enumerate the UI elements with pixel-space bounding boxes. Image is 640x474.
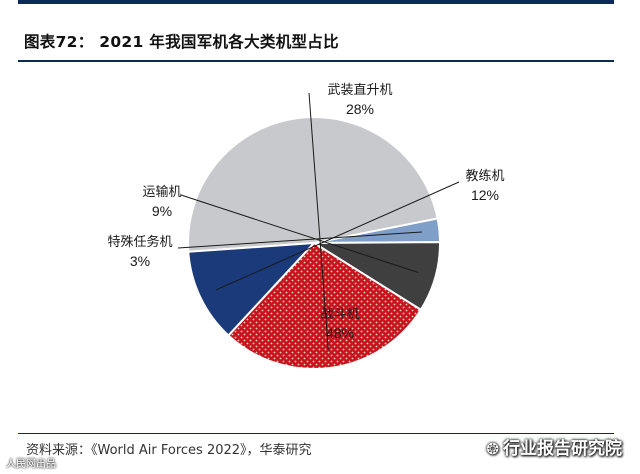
slice-label-2: 特殊任务机 <box>107 234 172 250</box>
slice-value-5: 12% <box>471 187 499 203</box>
top-rule <box>18 0 614 4</box>
watermark-text: 行业报告研究院 <box>503 439 622 459</box>
leader-line-4 <box>308 92 329 351</box>
slice-value-1: 48% <box>326 325 354 341</box>
watermark: ❂ 行业报告研究院 <box>486 434 622 459</box>
slice-value-3: 9% <box>152 203 172 219</box>
title-rule <box>18 60 614 62</box>
leader-line-3 <box>180 194 419 273</box>
slice-label-4: 武装直升机 <box>327 83 392 98</box>
corner-mark: 人民网出品 <box>6 459 56 470</box>
slice-value-2: 3% <box>130 253 150 269</box>
chart-title: 图表72： 2021 年我国军机各大类机型占比 <box>24 33 339 51</box>
pie-slice-5 <box>187 241 317 337</box>
bottom-rule <box>18 433 614 434</box>
slice-value-4: 28% <box>346 101 374 117</box>
slice-label-5: 教练机 <box>465 168 504 184</box>
slice-label-3: 运输机 <box>142 184 181 200</box>
leader-line-5 <box>216 181 460 291</box>
source-note: 资料来源：《World Air Forces 2022》，华泰研究 <box>26 443 312 458</box>
wechat-icon: ❂ <box>486 440 499 458</box>
leader-line-2 <box>177 231 422 249</box>
slice-label-1: 战斗机 <box>320 307 359 322</box>
